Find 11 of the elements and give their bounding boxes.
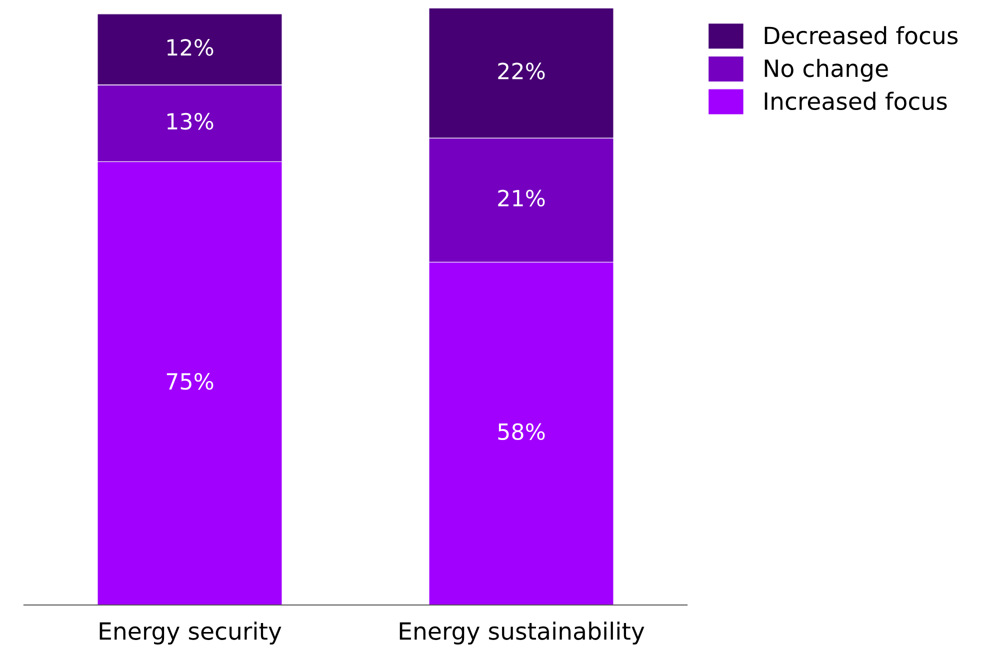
x-tick-label: Energy security bbox=[100, 622, 282, 645]
legend-label: No change bbox=[764, 58, 888, 82]
legend-label: Decreased focus bbox=[764, 26, 958, 44]
legend-label: Increased focus bbox=[764, 92, 947, 110]
data-label: 13% bbox=[167, 112, 214, 130]
data-label: 75% bbox=[166, 372, 214, 390]
x-tick-label: Energy sustainability bbox=[400, 622, 644, 645]
data-label: 58% bbox=[498, 423, 545, 440]
data-label: 12% bbox=[167, 39, 214, 56]
data-label: 21% bbox=[498, 190, 545, 207]
data-label: 22% bbox=[498, 62, 545, 80]
